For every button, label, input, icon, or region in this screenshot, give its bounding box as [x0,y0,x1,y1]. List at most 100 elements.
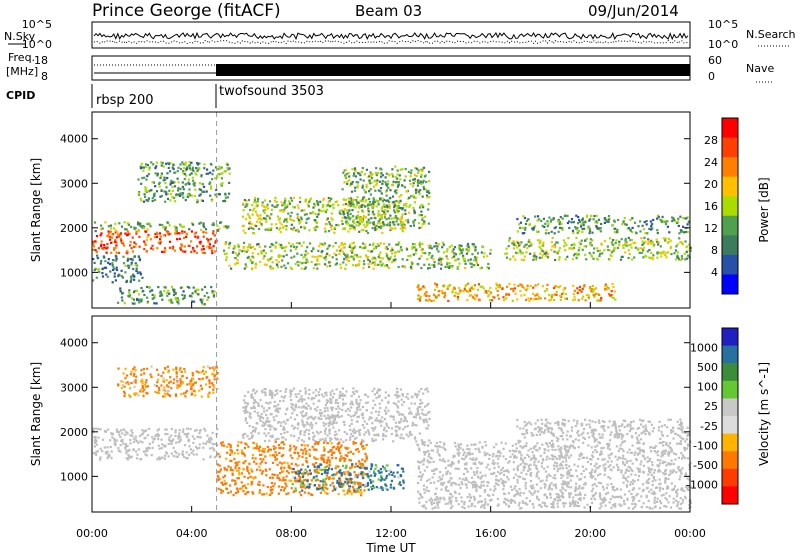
power-echo-cell [145,250,148,253]
power-echo-cell [191,292,194,295]
power-echo-cell [92,258,95,261]
vel-echo-cell [144,453,147,456]
power-echo-cell [172,293,176,297]
vel-echo-cell [330,406,333,409]
power-echo-cell [578,289,581,292]
vel-echo-cell [593,498,596,501]
vel-echo-cell [312,463,316,466]
vel-echo-cell [267,424,270,427]
power-echo-cell [333,252,336,255]
power-echo-cell [433,261,436,264]
power-echo-cell [581,227,584,231]
power-echo-cell [264,252,267,255]
vel-echo-cell [388,473,391,476]
power-echo-cell [218,167,221,171]
vel-echo-cell [401,413,405,416]
vel-echo-cell [273,394,277,397]
vel-echo-cell [296,464,299,467]
power-echo-cell [371,212,374,215]
power-echo-cell [664,251,667,254]
power-echo-cell [158,181,161,184]
power-echo-cell [666,225,669,228]
power-echo-cell [548,216,551,219]
power-echo-cell [163,247,167,250]
vel-echo-cell [381,434,385,437]
power-echo-cell [402,206,405,209]
vel-echo-cell [352,440,355,443]
vel-echo-cell [278,461,282,464]
vel-echo-cell [229,449,232,452]
power-echo-cell [241,250,244,253]
power-echo-cell [468,294,471,297]
power-echo-cell [648,227,651,230]
power-echo-cell [144,189,147,192]
power-echo-cell [656,217,659,220]
vel-echo-cell [236,461,239,464]
vel-echo-cell [274,458,277,461]
vel-echo-cell [378,402,381,405]
power-echo-cell [181,230,184,233]
power-echo-cell [201,183,204,186]
vel-echo-cell [341,398,344,401]
power-echo-cell [524,228,527,231]
vel-echo-cell [347,470,350,473]
power-echo-cell [218,165,221,168]
vel-echo-cell [229,484,232,487]
power-echo-cell [401,228,404,231]
vel-echo-cell [278,407,281,410]
power-echo-cell [115,268,119,272]
vel-echo-cell [333,417,337,420]
power-echo-cell [367,262,370,266]
power-echo-cell [414,180,417,183]
power-echo-cell [120,275,123,278]
vel-echo-cell [181,430,185,433]
power-echo-cell [489,252,492,255]
power-echo-cell [120,269,123,272]
power-echo-cell [379,242,382,245]
vel-echo-cell [605,486,608,489]
vel-echo-cell [375,486,378,489]
power-echo-cell [232,251,235,254]
vel-echo-cell [274,389,277,392]
power-echo-cell [362,260,366,263]
power-echo-cell [639,230,642,233]
power-echo-cell [150,161,153,164]
vel-echo-cell [665,464,668,467]
vel-echo-cell [295,472,298,475]
vel-echo-cell [254,401,257,404]
power-echo-cell [360,170,363,174]
power-echo-cell [362,215,365,219]
vel-echo-cell [337,405,340,408]
power-echo-cell [350,246,353,249]
vel-echo-cell [307,404,310,407]
power-echo-cell [361,247,364,250]
vel-echo-cell [330,468,334,471]
vel-echo-cell [340,473,343,476]
power-echo-cell [411,245,414,248]
vel-echo-cell [316,468,319,471]
power-echo-cell [409,254,412,257]
power-echo-cell [417,179,420,182]
vel-echo-cell [370,411,373,414]
vel-echo-cell [653,469,657,472]
vel-echo-cell [257,404,260,407]
vel-echo-cell [372,484,375,487]
power-echo-cell [346,182,349,186]
vel-echo-cell [246,403,249,406]
vel-echo-cell [284,479,287,482]
vel-echo-cell [262,458,265,461]
power-echo-cell [167,233,170,236]
power-echo-cell [418,241,421,244]
vel-echo-cell [265,492,268,495]
power-echo-cell [667,237,670,240]
power-echo-cell [593,247,596,250]
vel-echo-cell [355,407,359,410]
power-echo-cell [142,289,145,292]
power-echo-cell [128,289,131,292]
power-echo-cell [212,169,215,172]
power-echo-cell [323,197,326,200]
power-echo-cell [335,249,339,252]
power-echo-cell [486,255,489,258]
power-echo-cell [373,263,376,267]
vel-echo-cell [265,434,268,437]
